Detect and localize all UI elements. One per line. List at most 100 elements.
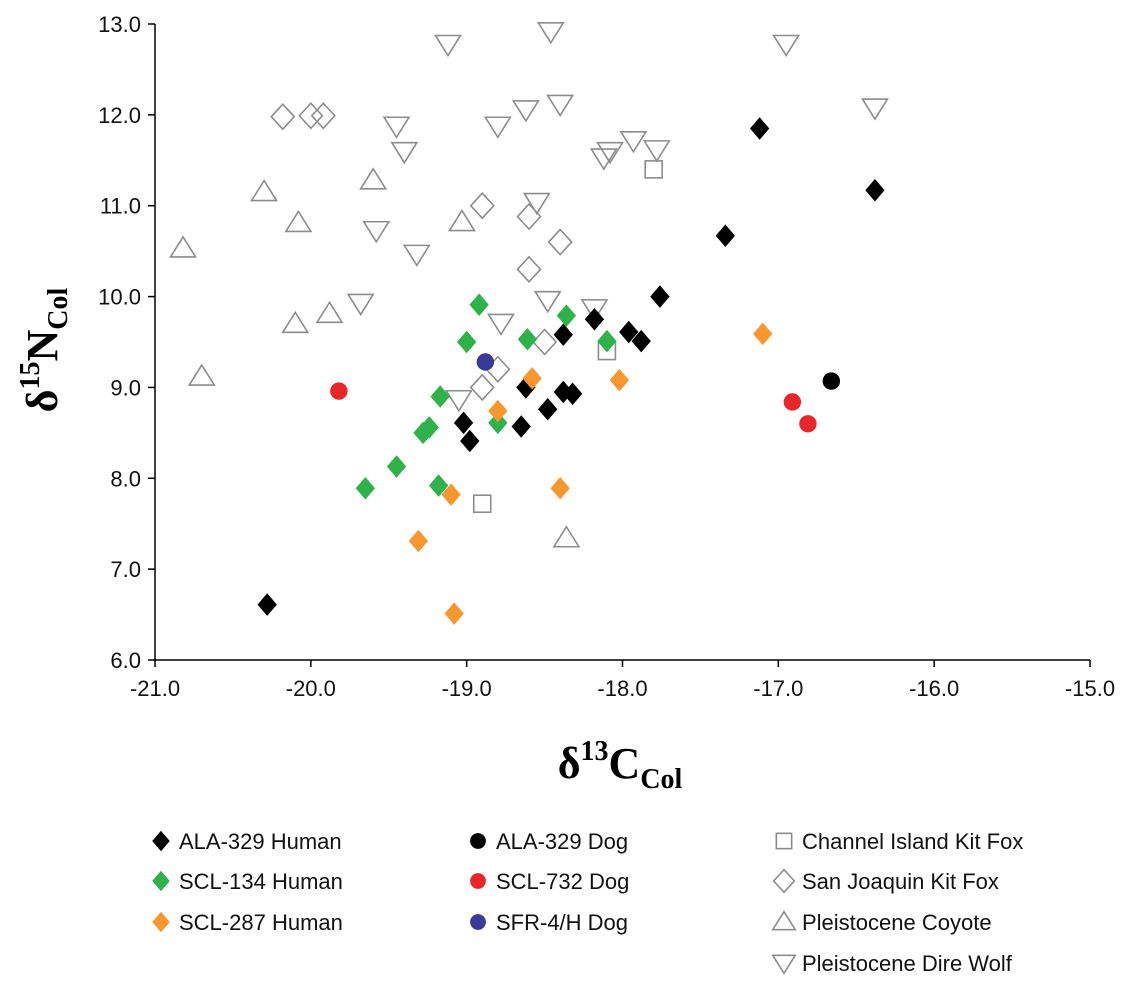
data-point [476,353,495,371]
data-point [589,148,618,171]
legend-label: SCL-732 Dog [496,869,629,894]
data-point [522,192,551,216]
data-point [550,477,570,500]
data-point [631,329,651,353]
legend-label: SFR-4/H Dog [496,910,628,935]
data-point [187,363,216,386]
data-point [552,525,581,548]
data-point [441,483,461,506]
legend-marker [152,870,170,892]
y-tick-label: 8.0 [110,466,141,491]
data-point [644,160,663,179]
data-point [488,399,508,423]
data-point [444,602,464,625]
x-axis-title-sub: Col [640,764,682,795]
legend-item: SCL-287 Human [152,910,343,935]
data-point [448,209,476,232]
data-point [469,293,489,317]
legend-label: Channel Island Kit Fox [802,829,1023,854]
x-tick-label: -21.0 [130,676,180,701]
legend-item: ALA-329 Dog [470,829,628,854]
data-point [469,373,495,402]
series-sfr-4-h-dog [476,353,495,371]
data-point [536,21,565,45]
legend-item: SCL-732 Dog [470,869,629,894]
x-tick-label: -19.0 [442,676,492,701]
data-point [861,98,889,121]
data-point [619,320,639,344]
data-point [596,141,624,165]
data-point [511,415,531,438]
legend-marker [775,832,793,850]
series-ala-329-dog [822,372,841,390]
data-point [517,328,538,351]
x-tick-label: -20.0 [286,676,336,701]
axes [154,24,1090,661]
x-tick-label: -15.0 [1065,676,1115,701]
legend-label: ALA-329 Human [179,829,342,854]
legend-item: SCL-134 Human [152,869,343,894]
data-point [546,94,575,117]
series-san-joaquin-kit-fox [270,102,573,402]
y-axis-title-main: N [18,329,67,361]
y-tick-label: 13.0 [98,12,141,37]
x-axis-title: δ13CCol [558,736,683,795]
data-point [460,429,480,453]
data-marks [169,21,889,625]
data-point [749,117,770,140]
data-point [533,290,562,314]
data-point [783,393,802,411]
data-point [547,228,573,256]
series-channel-island-kit-fox [472,160,663,514]
data-point [444,389,473,413]
series-scl-134-human [355,293,617,500]
data-point [511,100,540,123]
data-point [430,385,450,408]
x-tick-label: -18.0 [597,676,647,701]
series-scl-287-human [408,322,773,625]
x-axis-title-sup: 13 [581,736,609,767]
legend-label: SCL-287 Human [179,910,343,935]
data-point [310,102,336,130]
data-point [281,310,310,334]
data-point [428,474,449,497]
data-point [169,235,197,258]
data-point [298,102,324,130]
data-point [408,529,429,553]
legend-item: Pleistocene Dire Wolf [771,951,1013,976]
data-point [556,304,577,327]
legend-marker [772,868,796,894]
data-point [753,322,773,346]
data-point [346,293,375,316]
y-tick-label: 10.0 [98,285,141,310]
data-point [865,179,885,202]
data-point [330,382,348,400]
data-point [580,299,609,322]
data-point [522,367,542,390]
data-point [822,372,841,390]
y-tick-label: 11.0 [100,194,141,219]
x-axis-title-main: C [609,739,641,788]
data-point [434,34,462,57]
data-point [250,179,279,202]
data-point [355,477,376,500]
legend-item: Pleistocene Coyote [771,910,992,935]
data-point [562,382,583,406]
data-point [472,494,492,514]
legend-marker [470,914,486,930]
data-point [257,593,277,616]
y-axis-title: δ15NCol [15,287,74,412]
series-scl-732-dog [330,382,817,433]
data-point [402,244,431,267]
data-point [609,368,630,392]
data-point [516,202,542,231]
legend-item: ALA-329 Human [152,829,342,854]
data-point [531,328,558,356]
data-point [772,34,801,57]
ticks: -21.0 -20.0 -19.0 -18.0 -17.0 -16.0 -15.0 6.0 7.… [98,12,1115,701]
legend-label: Pleistocene Coyote [802,910,992,935]
legend-marker [470,873,486,889]
legend-label: SCL-134 Human [179,869,343,894]
data-point [584,308,605,331]
